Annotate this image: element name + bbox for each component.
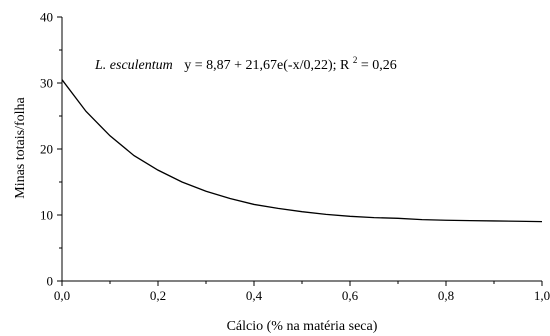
y-axis-title: Minas totais/folha — [13, 96, 28, 198]
y-tick-label: 10 — [40, 208, 53, 223]
x-tick-label: 0,4 — [246, 288, 263, 303]
x-tick-label: 0,0 — [54, 288, 70, 303]
fitted-curve — [61, 79, 543, 223]
x-axis-title: Cálcio (% na matéria seca) — [227, 319, 378, 334]
axes — [61, 17, 542, 282]
x-tick-label: 0,8 — [438, 288, 454, 303]
y-tick-label: 40 — [40, 10, 53, 25]
y-tick-label: 20 — [40, 142, 53, 157]
equation-text: y = 8,87 + 21,67e(-x/0,22); R — [184, 58, 350, 73]
r2-exponent: 2 — [353, 55, 358, 65]
equation-annotation: L. esculentum y = 8,87 + 21,67e(-x/0,22)… — [94, 52, 397, 73]
r2-value: = 0,26 — [361, 58, 397, 73]
x-tick-label: 1,0 — [534, 288, 550, 303]
species-name: L. esculentum — [94, 58, 173, 73]
y-tick-label: 0 — [47, 274, 54, 289]
x-tick-label: 0,6 — [342, 288, 359, 303]
y-tick-label: 30 — [40, 76, 53, 91]
tick-labels: 0,0 0,2 0,4 0,6 0,8 1,0 0 10 20 30 40 — [40, 10, 550, 304]
x-tick-label: 0,2 — [150, 288, 166, 303]
ticks — [57, 16, 543, 286]
